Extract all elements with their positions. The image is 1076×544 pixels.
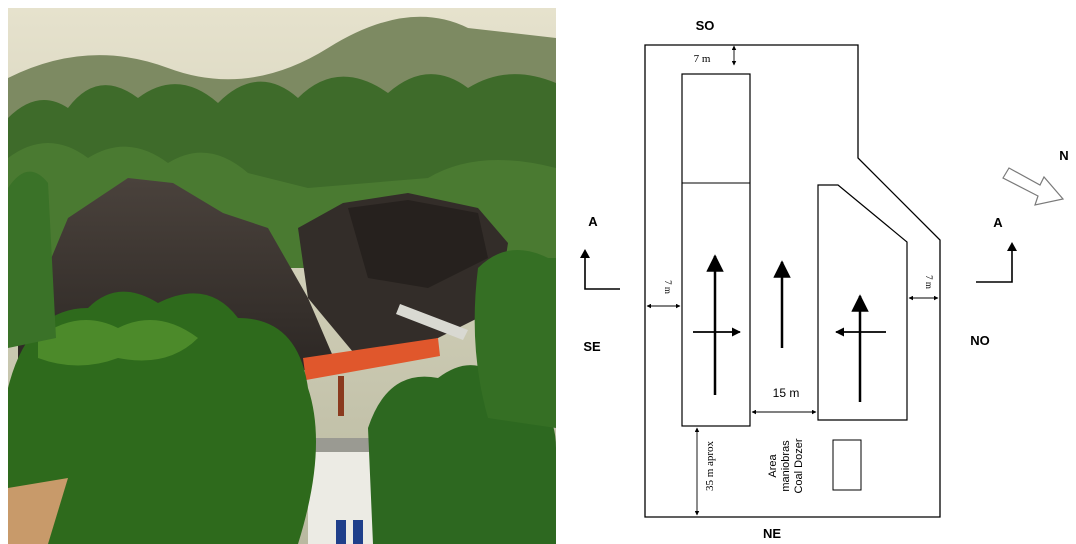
maneuver-area-line2: maniobras (780, 440, 792, 492)
dim-between-label: 15 m (773, 386, 800, 400)
conveyor-bridge (303, 338, 440, 380)
section-marker-left-head (580, 249, 590, 258)
stockpile-right (817, 184, 908, 421)
section-marker-left-shape (584, 251, 620, 290)
dim-top-label: 7 m (694, 53, 711, 65)
section-marker-right-shape (976, 244, 1013, 283)
north-arrow-icon (1002, 167, 1065, 206)
tree-left-highlight (38, 320, 198, 366)
dim-left-label: 7 m (663, 280, 673, 294)
section-marker-right-label: A (993, 215, 1003, 230)
photo-building-door-2 (353, 520, 363, 544)
maneuver-area-line3: Coal Dozer (793, 438, 805, 493)
maneuver-area-line1: Area (767, 454, 779, 478)
dim-bottom-label: 35 m aprox (704, 440, 716, 491)
shed-roof (396, 304, 468, 340)
label-no: NO (970, 333, 990, 348)
label-ne: NE (763, 526, 781, 541)
label-se: SE (583, 339, 601, 354)
dim-right-label: 7 m (924, 275, 934, 289)
photo-building-roof (308, 438, 383, 452)
section-marker-left-label: A (588, 214, 598, 229)
yard-boundary (644, 44, 941, 518)
section-marker-right-head (1007, 242, 1017, 251)
ground-path (8, 478, 68, 544)
coal-yard-photo (8, 8, 556, 544)
tree-right-edge (474, 250, 556, 428)
photo-building-door (336, 520, 346, 544)
stockpile-left (681, 73, 751, 427)
label-north: N (1059, 148, 1068, 163)
label-so: SO (696, 18, 715, 33)
tree-mid-left (8, 171, 56, 348)
stockyard-layout-diagram: SO SE NO NE N A A 7 m 7 m 7 m 15 m 35 m … (580, 18, 1069, 541)
conveyor-support (338, 376, 344, 416)
maneuver-area-box (832, 439, 862, 491)
coal-pile-face (348, 200, 488, 288)
